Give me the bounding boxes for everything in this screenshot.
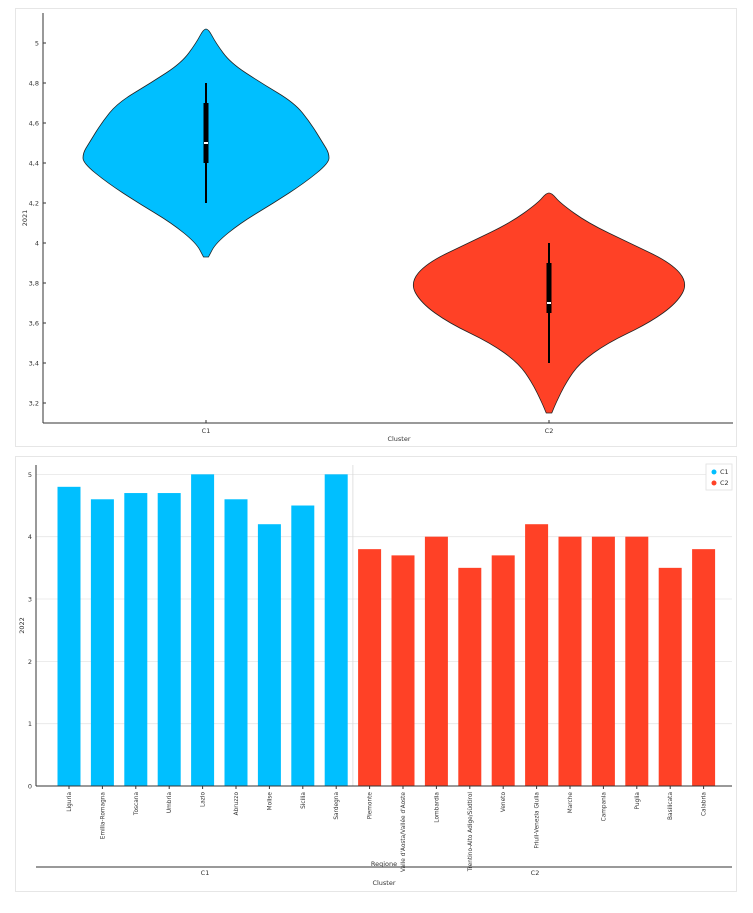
y-tick-label: 0 <box>28 783 32 791</box>
legend-marker-c1 <box>711 469 717 475</box>
bar-14 <box>525 524 549 786</box>
bar-chart-panel: Liguria Emilia-Romagna Toscana Umbria Lazio A… <box>15 456 737 892</box>
x-tick-label: Marche <box>568 792 574 814</box>
bar-17 <box>625 536 649 786</box>
bar-12 <box>458 567 482 786</box>
y-axis-label: 2021 <box>21 210 29 227</box>
x-tick-label: Trentino-Alto Adige/Südtirol <box>468 792 474 873</box>
x-tick-label: Sicilia <box>301 792 307 809</box>
y-tick-label: 3,6 <box>29 320 39 328</box>
x-tick-label: Sardegna <box>334 792 340 820</box>
bar-19 <box>692 549 716 786</box>
median-marker-c2 <box>547 302 551 304</box>
bar-chart: Liguria Emilia-Romagna Toscana Umbria Lazio A… <box>18 463 733 887</box>
x-tick-label: Abruzzo <box>234 792 240 816</box>
x-tick-label: Campania <box>601 792 607 822</box>
group-label-c2: C2 <box>531 869 540 877</box>
x-tick-label: Umbria <box>167 792 173 814</box>
y-tick-label: 3,2 <box>29 400 39 408</box>
iqr-box-c2 <box>546 263 552 313</box>
x-tick-label: Lombardia <box>434 792 440 823</box>
y-tick-label: 4,8 <box>29 80 39 88</box>
bar-16 <box>591 536 615 786</box>
y-tick-label: 4 <box>28 533 32 541</box>
iqr-box-c1 <box>203 103 209 163</box>
y-tick-label: 3,4 <box>29 360 39 368</box>
y-tick-label: 1 <box>28 720 32 728</box>
bar-0 <box>57 486 81 786</box>
legend-label-c1: C1 <box>720 468 729 476</box>
x-axis-label: Regione <box>371 860 397 868</box>
bar-8 <box>324 474 348 786</box>
y-tick-label: 5 <box>35 40 39 48</box>
x-tick-label: Liguria <box>67 792 73 812</box>
x-tick-label: Puglia <box>635 792 641 810</box>
bar-13 <box>491 555 515 786</box>
bar-2 <box>124 493 148 786</box>
x-tick-label: Piemonte <box>368 792 374 820</box>
x-tick-label: Calabria <box>702 792 708 816</box>
bar-18 <box>658 567 682 786</box>
bar-3 <box>157 493 181 786</box>
bar-5 <box>224 499 248 786</box>
bar-7 <box>291 505 315 786</box>
median-marker-c1 <box>204 142 208 144</box>
x-tick-label: Basilicata <box>668 792 674 820</box>
group-label-c1: C1 <box>201 869 210 877</box>
legend-marker-c2 <box>711 480 717 486</box>
x-tick-label: Friuli-Venezia Giulia <box>535 792 541 849</box>
y-tick-label: 3 <box>28 596 32 604</box>
x-tick-label: Molise <box>267 792 273 811</box>
x-tick-label: Lazio <box>201 792 207 807</box>
group-axis-label: Cluster <box>372 879 395 887</box>
x-tick-label: Valle d'Aosta/Vallée d'Aoste <box>400 792 407 872</box>
bar-9 <box>358 549 382 786</box>
y-tick-label: 4,2 <box>29 200 39 208</box>
bar-1 <box>90 499 114 786</box>
violin-chart: 3,2 3,4 3,6 3,8 4 4,2 4,4 4,6 4,8 5 2021 C1 C2 Cluste… <box>21 13 733 443</box>
y-axis-label: 2022 <box>18 617 26 634</box>
bar-10 <box>391 555 415 786</box>
y-tick-label: 4,4 <box>29 160 39 168</box>
y-tick-label: 5 <box>28 471 32 479</box>
x-tick-label: Veneto <box>501 792 507 813</box>
y-tick-label: 3,8 <box>29 280 39 288</box>
bar-4 <box>191 474 215 786</box>
y-tick-label: 2 <box>28 658 32 666</box>
bar-6 <box>257 524 281 786</box>
x-tick-label: C1 <box>202 427 211 435</box>
y-tick-label: 4,6 <box>29 120 39 128</box>
violin-chart-panel: 3,2 3,4 3,6 3,8 4 4,2 4,4 4,6 4,8 5 2021 C1 C2 Cluste… <box>15 8 737 447</box>
x-tick-label: C2 <box>545 427 554 435</box>
y-tick-label: 4 <box>35 240 39 248</box>
legend-box <box>705 463 733 491</box>
bar-15 <box>558 536 582 786</box>
x-tick-label: Emilia-Romagna <box>100 792 106 840</box>
x-axis-label: Cluster <box>387 435 410 443</box>
bar-11 <box>424 536 448 786</box>
x-tick-label: Toscana <box>134 792 140 817</box>
legend-label-c2: C2 <box>720 479 729 487</box>
